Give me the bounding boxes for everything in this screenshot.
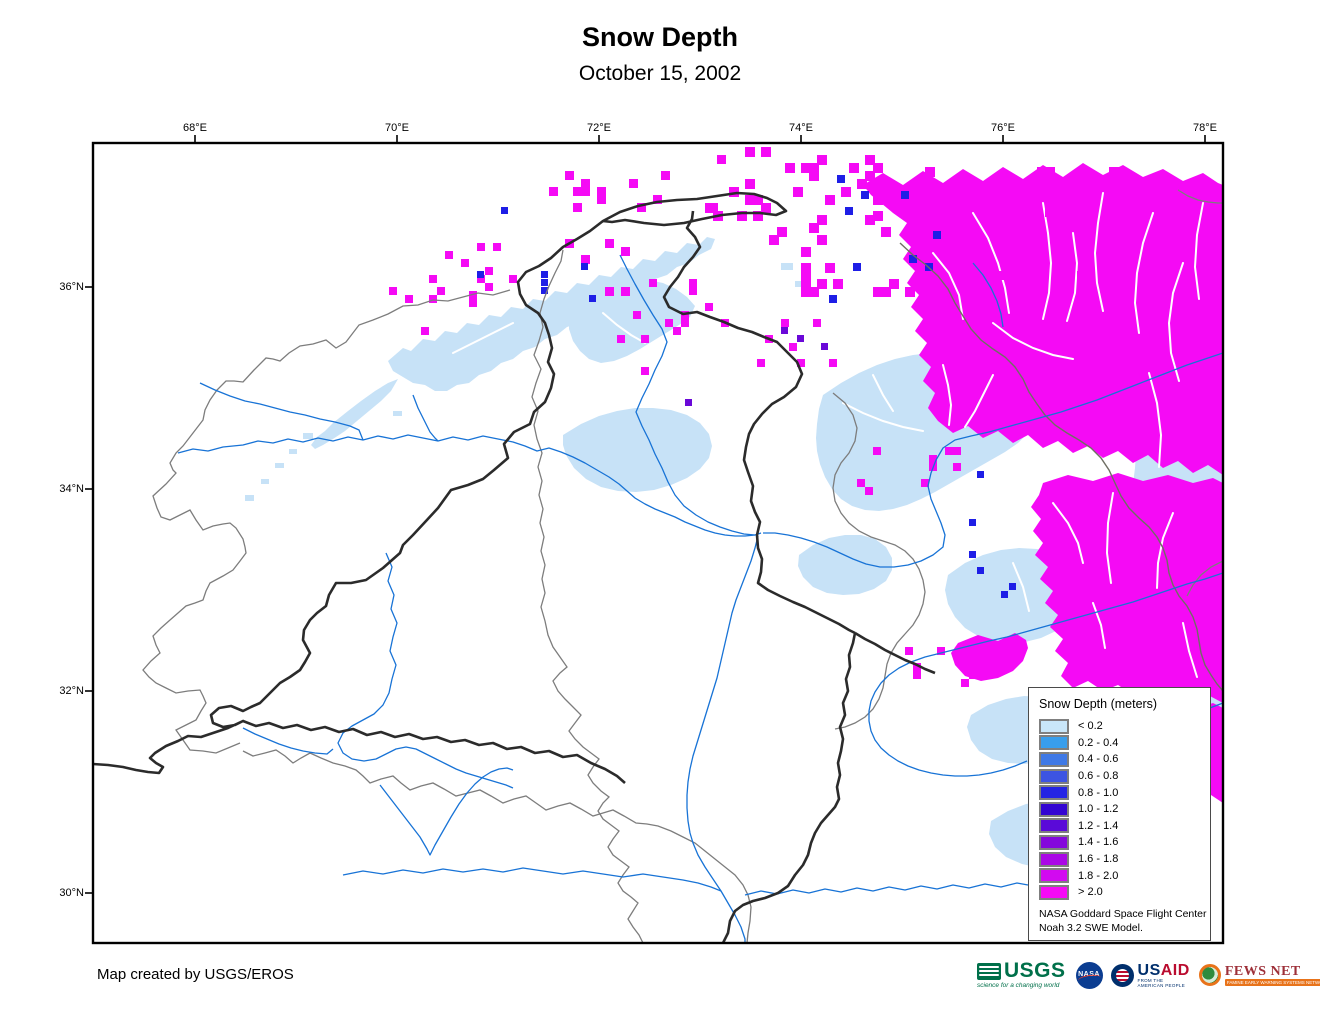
- legend-swatch: [1039, 718, 1069, 734]
- legend-row: 1.2 - 1.4: [1039, 818, 1210, 835]
- legend-swatch: [1039, 834, 1069, 850]
- usgs-tagline: science for a changing world: [977, 981, 1060, 989]
- lon-tick-label: 74°E: [789, 122, 813, 134]
- map-frame: [85, 135, 1225, 945]
- legend-row: 0.2 - 0.4: [1039, 735, 1210, 752]
- dendrite-channels: [452, 192, 1204, 678]
- usgs-logo: USGS science for a changing world: [977, 958, 1066, 989]
- legend-row: 1.4 - 1.6: [1039, 834, 1210, 851]
- legend-swatch: [1039, 751, 1069, 767]
- lat-tick-label: 36°N: [59, 281, 84, 293]
- lon-tick-label: 68°E: [183, 122, 207, 134]
- legend-row: 0.6 - 0.8: [1039, 768, 1210, 785]
- legend-swatch: [1039, 818, 1069, 834]
- usgs-wordmark: USGS: [1004, 958, 1066, 982]
- map-canvas: [85, 135, 1225, 945]
- legend-label: 1.2 - 1.4: [1078, 819, 1119, 832]
- fewsnet-globe-icon: [1198, 964, 1221, 986]
- lon-tick-label: 76°E: [991, 122, 1015, 134]
- page-subtitle: October 15, 2002: [578, 62, 742, 85]
- legend-label: > 2.0: [1078, 886, 1103, 899]
- legend-swatch: [1039, 868, 1069, 884]
- legend-label: < 0.2: [1078, 720, 1103, 733]
- usaid-logo: USAID FROM THE AMERICAN PEOPLE: [1110, 961, 1190, 988]
- nasa-logo-icon: NASA: [1075, 961, 1103, 989]
- usgs-wave-icon: [977, 962, 1001, 980]
- legend-label: 0.4 - 0.6: [1078, 753, 1119, 766]
- legend-swatch: [1039, 801, 1069, 817]
- legend-row: 1.0 - 1.2: [1039, 801, 1210, 818]
- lon-tick-label: 72°E: [587, 122, 611, 134]
- legend-label: 0.2 - 0.4: [1078, 736, 1119, 749]
- legend-row: 0.4 - 0.6: [1039, 751, 1210, 768]
- ridge-boundary: [899, 242, 1223, 692]
- map-legend: Snow Depth (meters) < 0.2 0.2 - 0.4 0.4 …: [1028, 687, 1211, 941]
- lat-tick-label: 32°N: [59, 685, 84, 697]
- page-title: Snow Depth: [582, 22, 738, 52]
- legend-row: 1.8 - 2.0: [1039, 867, 1210, 884]
- usaid-seal-icon: [1110, 963, 1134, 987]
- axis-ticks: [85, 135, 1206, 894]
- legend-row: 0.8 - 1.0: [1039, 784, 1210, 801]
- legend-swatch: [1039, 768, 1069, 784]
- legend-label: 0.6 - 0.8: [1078, 770, 1119, 783]
- lat-tick-label: 34°N: [59, 483, 84, 495]
- legend-swatch: [1039, 884, 1069, 900]
- legend-label: 1.4 - 1.6: [1078, 836, 1119, 849]
- legend-row: < 0.2: [1039, 718, 1210, 735]
- legend-note-line1: NASA Goddard Space Flight Center: [1039, 907, 1207, 920]
- lon-tick-label: 78°E: [1193, 122, 1217, 134]
- fewsnet-logo: FEWS NET FAMINE EARLY WARNING SYSTEMS NE…: [1198, 963, 1320, 986]
- lon-tick-label: 70°E: [385, 122, 409, 134]
- legend-label: 0.8 - 1.0: [1078, 786, 1119, 799]
- fewsnet-wordmark: FEWS NET: [1224, 963, 1301, 979]
- legend-source-note: NASA Goddard Space Flight Center Noah 3.…: [1039, 907, 1210, 935]
- legend-label: 1.0 - 1.2: [1078, 803, 1119, 816]
- snow-pixel-blocks: [389, 147, 1127, 687]
- legend-row: > 2.0: [1039, 884, 1210, 901]
- legend-swatch: [1039, 851, 1069, 867]
- legend-swatch: [1039, 785, 1069, 801]
- lat-tick-label: 30°N: [59, 887, 84, 899]
- country-borders: [93, 191, 936, 943]
- usaid-wordmark: USAID: [1137, 961, 1190, 979]
- fewsnet-tagline: FAMINE EARLY WARNING SYSTEMS NETWORK: [1224, 978, 1320, 986]
- usaid-tagline: FROM THE AMERICAN PEOPLE: [1137, 977, 1186, 988]
- logo-strip: USGS science for a changing world NASA U…: [977, 953, 1320, 997]
- legend-swatch: [1039, 735, 1069, 751]
- map-attribution: Map created by USGS/EROS: [97, 966, 294, 983]
- nasa-wordmark: NASA: [1078, 970, 1100, 978]
- legend-label: 1.6 - 1.8: [1078, 853, 1119, 866]
- legend-label: 1.8 - 2.0: [1078, 869, 1119, 882]
- legend-row: 1.6 - 1.8: [1039, 851, 1210, 868]
- basin-boundaries: [142, 189, 1223, 943]
- legend-note-line2: Noah 3.2 SWE Model.: [1039, 921, 1143, 934]
- legend-title: Snow Depth (meters): [1039, 697, 1158, 711]
